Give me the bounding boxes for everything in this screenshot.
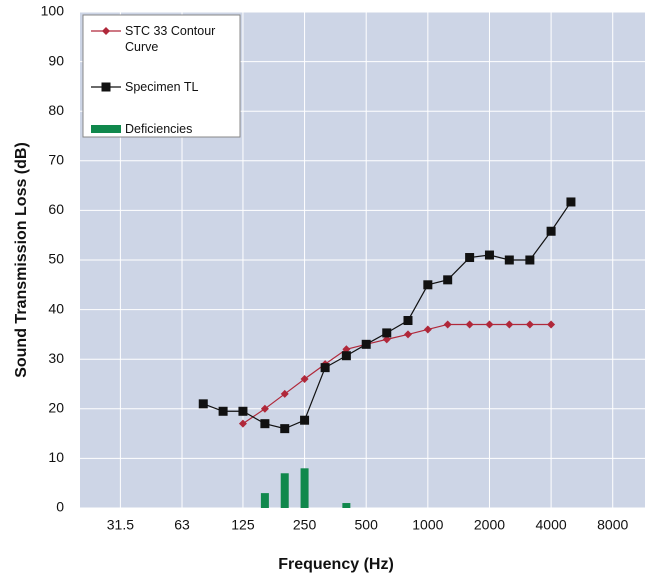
marker [443, 320, 452, 329]
marker [484, 250, 494, 260]
marker [465, 253, 475, 263]
y-axis-title: Sound Transmission Loss (dB) [13, 142, 30, 378]
marker [504, 255, 514, 265]
x-tick-label: 125 [231, 517, 255, 533]
y-tick-label: 20 [48, 400, 64, 416]
legend-swatch [91, 125, 121, 133]
y-tick-label: 50 [48, 251, 64, 267]
marker [238, 419, 247, 428]
bar [280, 473, 289, 508]
x-tick-label: 1000 [412, 517, 443, 533]
marker [280, 424, 290, 434]
marker [566, 197, 576, 207]
x-axis-title: Frequency (Hz) [278, 556, 394, 573]
marker [423, 280, 433, 290]
x-tick-label: 8000 [597, 517, 628, 533]
series-line [242, 323, 552, 425]
legend-entry: Deficiencies [125, 122, 193, 136]
marker [320, 363, 330, 373]
marker [525, 255, 535, 265]
marker [300, 375, 309, 384]
marker [485, 320, 494, 329]
y-tick-label: 80 [48, 102, 64, 118]
marker [546, 226, 556, 236]
marker [403, 316, 413, 326]
x-tick-label: 2000 [474, 517, 505, 533]
marker [102, 27, 110, 35]
y-tick-label: 70 [48, 152, 64, 168]
x-tick-label: 250 [293, 517, 317, 533]
marker [218, 406, 228, 416]
marker [547, 320, 556, 329]
marker [101, 82, 111, 92]
x-tick-label: 4000 [536, 517, 567, 533]
x-tick-label: 500 [355, 517, 379, 533]
x-tick-label: 63 [174, 517, 190, 533]
marker [423, 325, 432, 334]
marker [403, 330, 412, 339]
marker [300, 415, 310, 425]
bar [300, 468, 309, 508]
marker [238, 406, 248, 416]
marker [260, 419, 270, 429]
marker [361, 339, 371, 349]
legend-entry: Specimen TL [125, 80, 199, 94]
y-tick-label: 40 [48, 300, 64, 316]
y-tick-label: 90 [48, 52, 64, 68]
marker [280, 389, 289, 398]
y-tick-label: 10 [48, 449, 64, 465]
y-tick-label: 0 [56, 499, 64, 515]
marker [525, 320, 534, 329]
y-tick-label: 60 [48, 201, 64, 217]
marker [260, 404, 269, 413]
legend-label: STC 33 Contour Curve [125, 24, 216, 54]
marker [505, 320, 514, 329]
bar [342, 503, 351, 508]
y-tick-label: 30 [48, 350, 64, 366]
legend-label: Deficiencies [125, 122, 193, 136]
x-tick-label: 31.5 [107, 517, 134, 533]
legend-label: Specimen TL [125, 80, 199, 94]
marker [465, 320, 474, 329]
legend-box [82, 14, 241, 138]
y-tick-label: 100 [41, 3, 65, 19]
bar [260, 493, 269, 508]
marker [341, 351, 351, 361]
legend-entry: STC 33 Contour Curve [125, 24, 216, 54]
marker [198, 399, 208, 409]
marker [382, 328, 392, 338]
marker [443, 275, 453, 285]
